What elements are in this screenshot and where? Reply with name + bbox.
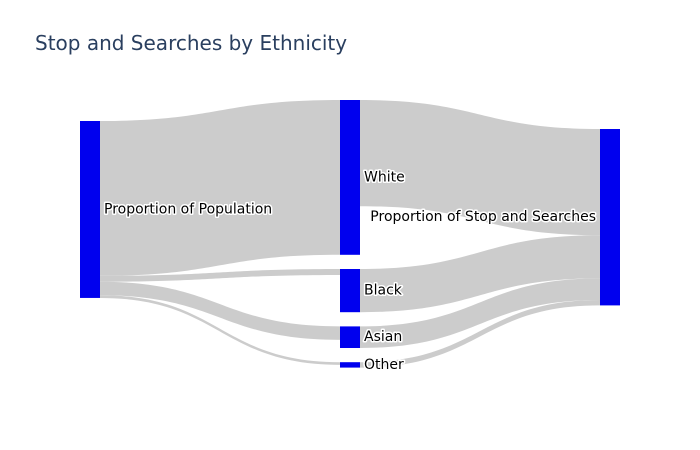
sankey-links (100, 100, 600, 368)
label-black: Black (364, 283, 403, 299)
label-other: Other (364, 357, 404, 373)
link-pop-white (100, 100, 340, 276)
link-other-sas (360, 300, 600, 368)
sankey-nodes (80, 100, 620, 368)
link-asian-sas (360, 278, 600, 348)
chart-title: Stop and Searches by Ethnicity (35, 31, 347, 55)
link-black-sas (360, 235, 600, 313)
link-pop-other (100, 295, 340, 365)
label-pop: Proportion of Population (104, 201, 272, 217)
node-pop (80, 121, 100, 298)
sankey-labels: Proportion of Population White Black Asian O… (103, 168, 598, 375)
link-pop-black (100, 269, 340, 282)
node-sas (600, 129, 620, 306)
link-pop-asian (100, 281, 340, 340)
label-white: White (364, 169, 405, 185)
label-sas: Proportion of Stop and Searches (370, 209, 596, 225)
label-asian: Asian (364, 329, 402, 345)
node-black (340, 269, 360, 313)
node-other (340, 362, 360, 368)
node-white (340, 100, 360, 255)
link-white-sas (360, 100, 600, 236)
node-asian (340, 326, 360, 348)
